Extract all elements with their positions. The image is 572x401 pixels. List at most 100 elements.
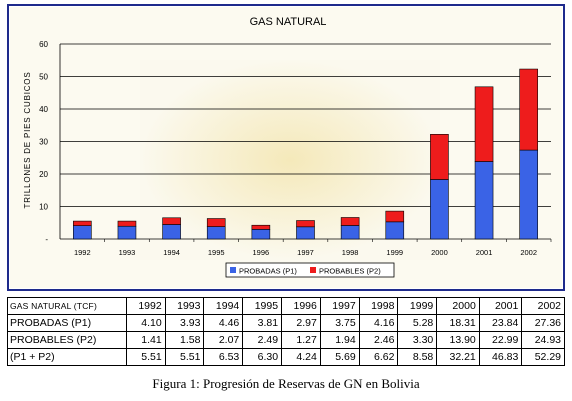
table-header-year: 1993 <box>164 297 205 315</box>
bar-probables-2000 <box>430 134 449 180</box>
table-cell: 24.93 <box>521 331 565 349</box>
table-header-year: 2000 <box>436 297 480 315</box>
table-cell: 4.16 <box>358 314 399 332</box>
bar-probables-1994 <box>162 217 181 225</box>
legend-label-probadas: PROBADAS (P1) <box>239 267 297 276</box>
bar-probadas-1993 <box>117 225 137 240</box>
bars <box>73 68 538 240</box>
table-cell: 5.28 <box>397 314 438 332</box>
table-cell: 2.49 <box>242 331 283 349</box>
bar-probables-1997 <box>296 220 315 228</box>
x-tick-label: 1995 <box>208 248 225 257</box>
table-header-year: 1999 <box>397 297 438 315</box>
bar-probadas-1999 <box>385 221 405 240</box>
table-header-year: 1994 <box>203 297 244 315</box>
table-header-year: 1995 <box>242 297 283 315</box>
bar-probadas-1997 <box>296 226 315 240</box>
table-header-year: 2001 <box>478 297 523 315</box>
table-cell: 27.36 <box>521 314 565 332</box>
table-cell: 3.75 <box>319 314 360 332</box>
table-cell: 6.62 <box>358 348 399 366</box>
table-cell: 1.94 <box>319 331 360 349</box>
bar-probadas-2000 <box>430 179 449 240</box>
bar-probables-2002 <box>519 68 538 151</box>
y-tick-label: 50 <box>39 73 48 82</box>
table-cell: 4.24 <box>281 348 321 366</box>
bar-probadas-1995 <box>206 226 226 240</box>
x-tick-label: 1994 <box>163 248 180 257</box>
table-cell: 2.07 <box>203 331 244 349</box>
table-cell: 3.30 <box>397 331 438 349</box>
table-cell: 5.51 <box>125 348 166 366</box>
table-cell: 5.69 <box>319 348 360 366</box>
x-tick-label: 2000 <box>431 248 448 257</box>
table-cell: 2.97 <box>281 314 321 332</box>
table-header-year: 1996 <box>281 297 321 315</box>
table-cell: 1.58 <box>164 331 205 349</box>
table-cell: 6.53 <box>203 348 244 366</box>
y-tick-label: - <box>45 235 48 244</box>
y-axis-ticks: - 10 20 30 40 50 60 <box>39 40 48 244</box>
table-cell: 3.93 <box>164 314 205 332</box>
legend: PROBADAS (P1) PROBABLES (P2) <box>225 262 395 278</box>
caption-text: Progresión de Reservas de GN en Bolivia <box>202 376 420 391</box>
x-tick-label: 1999 <box>386 248 403 257</box>
y-tick-label: 60 <box>39 40 48 49</box>
bar-probadas-1998 <box>340 225 360 240</box>
bar-probables-1996 <box>251 224 271 230</box>
bar-probadas-1992 <box>73 225 92 240</box>
y-tick-label: 30 <box>39 138 48 147</box>
bar-probadas-1996 <box>251 229 271 240</box>
table-cell: 46.83 <box>478 348 523 366</box>
caption-prefix: Figura 1: <box>152 376 200 391</box>
table-cell: 8.58 <box>397 348 438 366</box>
table-row: PROBABLES (P2) 1.41 1.58 2.07 2.49 1.27 1.94 2.… <box>7 331 565 349</box>
table-cell: 32.21 <box>436 348 480 366</box>
x-tick-label: 1997 <box>297 248 314 257</box>
table-cell: 23.84 <box>478 314 523 332</box>
table-row-label: (P1 + P2) <box>7 348 127 366</box>
table-cell: 1.41 <box>125 331 166 349</box>
chart-title: GAS NATURAL <box>250 16 327 28</box>
bar-probables-1999 <box>385 210 405 223</box>
bar-probables-1993 <box>117 220 137 227</box>
legend-swatch-probadas <box>230 267 236 273</box>
x-tick-label: 1996 <box>253 248 270 257</box>
table-cell: 1.27 <box>281 331 321 349</box>
table-row: (P1 + P2) 5.51 5.51 6.53 6.30 4.24 5.69 6.62 8.5… <box>7 348 565 366</box>
bar-probables-1995 <box>206 218 226 227</box>
bar-probables-1998 <box>340 217 360 226</box>
table-cell: 4.10 <box>125 314 166 332</box>
legend-swatch-probables <box>310 267 316 273</box>
bar-probadas-1994 <box>162 224 181 240</box>
data-table: GAS NATURAL (TCF) 1992 1993 1994 1995 1996 199… <box>7 297 565 366</box>
table-cell: 18.31 <box>436 314 480 332</box>
table-header-label: GAS NATURAL (TCF) <box>7 297 127 315</box>
table-cell: 6.30 <box>242 348 283 366</box>
table-cell: 22.99 <box>478 331 523 349</box>
table-row-label: PROBADAS (P1) <box>7 314 127 332</box>
bar-probables-2001 <box>474 86 494 162</box>
table-cell: 13.90 <box>436 331 480 349</box>
table-header-year: 1992 <box>125 297 166 315</box>
bar-probadas-2001 <box>474 161 494 240</box>
table-header-year: 1998 <box>358 297 399 315</box>
table-row-label: PROBABLES (P2) <box>7 331 127 349</box>
y-tick-label: 20 <box>39 170 48 179</box>
table-header-row: GAS NATURAL (TCF) 1992 1993 1994 1995 1996 199… <box>7 297 565 315</box>
bar-probables-1992 <box>73 220 92 226</box>
table-cell: 2.46 <box>358 331 399 349</box>
y-tick-label: 10 <box>39 203 48 212</box>
table-cell: 52.29 <box>521 348 565 366</box>
bar-chart: GAS NATURAL TRILLONES DE PIES CUBICOS - 1… <box>10 7 562 288</box>
gridlines <box>59 43 551 240</box>
x-tick-label: 1993 <box>119 248 136 257</box>
table-cell: 3.81 <box>242 314 283 332</box>
x-tick-label: 1998 <box>342 248 359 257</box>
legend-label-probables: PROBABLES (P2) <box>319 267 381 276</box>
table-cell: 4.46 <box>203 314 244 332</box>
x-tick-label: 2001 <box>476 248 493 257</box>
bar-probadas-2002 <box>519 149 538 240</box>
table-row: PROBADAS (P1) 4.10 3.93 4.46 3.81 2.97 3.75 4.1… <box>7 314 565 332</box>
figure-caption: Figura 1: Progresión de Reservas de GN e… <box>0 376 572 392</box>
